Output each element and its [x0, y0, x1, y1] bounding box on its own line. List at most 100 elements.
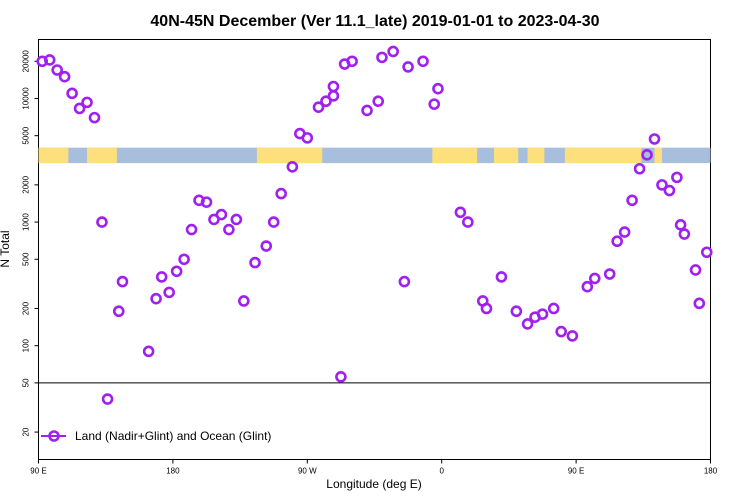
data-point	[230, 213, 243, 226]
land-segment	[654, 147, 662, 164]
land-segment	[256, 147, 323, 164]
data-point	[142, 345, 155, 358]
data-point	[674, 219, 687, 231]
data-point	[588, 272, 601, 285]
data-point	[112, 305, 125, 318]
x-axis-label: Longitude (deg E)	[326, 477, 421, 491]
x-tick-label: 90 E	[568, 467, 584, 476]
data-point	[361, 104, 373, 117]
y-tick-label: 200	[22, 301, 31, 315]
data-point	[170, 265, 183, 278]
data-point	[417, 55, 429, 68]
x-axis: 90 E 180 90 W 0 90 E 180	[30, 459, 718, 476]
data-point	[641, 149, 653, 161]
data-point	[43, 54, 56, 66]
data-point	[58, 70, 71, 83]
data-point	[663, 184, 676, 197]
land-ocean-band	[38, 147, 711, 164]
data-point	[536, 308, 549, 320]
data-point	[81, 96, 93, 109]
data-point	[260, 240, 273, 252]
y-tick-label: 50	[22, 378, 31, 387]
data-point	[88, 111, 101, 124]
data-point	[346, 55, 358, 68]
data-point	[671, 171, 683, 184]
y-tick-label: 20	[22, 427, 31, 436]
data-point	[428, 98, 441, 110]
x-tick-label: 90 W	[298, 467, 317, 476]
data-point	[618, 226, 631, 238]
data-point	[327, 80, 340, 93]
y-axis: 20 50 100 200 500 1000 2000 5000 10000 20000	[22, 50, 39, 437]
data-point	[223, 223, 235, 236]
data-point	[372, 95, 385, 108]
land-segment	[38, 147, 69, 164]
data-point	[581, 280, 594, 293]
y-axis-label: N Total	[0, 230, 12, 267]
data-point	[267, 216, 280, 228]
data-point	[689, 264, 702, 276]
x-tick-label: 180	[166, 467, 180, 476]
data-point	[376, 51, 388, 64]
data-point	[633, 162, 646, 175]
data-point	[510, 305, 523, 318]
data-point	[163, 286, 175, 299]
data-point	[700, 246, 713, 259]
data-point	[603, 268, 616, 280]
data-point	[521, 318, 534, 330]
data-point	[275, 187, 287, 200]
data-point	[320, 95, 332, 108]
data-point	[101, 393, 114, 405]
y-tick-label: 500	[22, 252, 31, 266]
data-point	[301, 132, 314, 144]
y-tick-label: 1000	[22, 213, 31, 231]
land-segment	[527, 147, 545, 164]
data-point	[387, 45, 399, 58]
data-point	[432, 82, 444, 95]
land-segment	[432, 147, 478, 164]
data-point	[547, 302, 560, 315]
y-tick-label: 2000	[22, 175, 31, 193]
legend-label: Land (Nadir+Glint) and Ocean (Glint)	[75, 429, 271, 443]
land-segment	[564, 147, 642, 164]
land-segment	[493, 147, 519, 164]
y-tick-label: 100	[22, 338, 31, 352]
data-point	[611, 235, 623, 248]
data-point	[462, 216, 474, 228]
data-point	[327, 90, 340, 102]
data-point	[495, 271, 508, 283]
data-point	[286, 161, 299, 173]
data-point	[648, 133, 661, 145]
data-point	[678, 228, 691, 240]
data-point	[178, 253, 190, 266]
data-point	[249, 256, 261, 269]
data-point	[155, 271, 168, 283]
y-tick-label: 20000	[22, 50, 31, 73]
data-points	[36, 45, 713, 405]
data-point	[626, 194, 638, 207]
data-point	[454, 206, 467, 219]
x-tick-label: 90 E	[30, 467, 46, 476]
x-tick-label: 180	[704, 467, 718, 476]
data-point	[566, 330, 579, 342]
data-point	[185, 223, 198, 236]
data-point	[555, 325, 567, 338]
data-point	[215, 208, 228, 221]
y-tick-label: 5000	[22, 126, 31, 144]
data-point	[480, 302, 493, 315]
data-point	[335, 371, 347, 383]
data-point	[51, 64, 63, 76]
data-point	[200, 196, 213, 208]
data-point	[693, 297, 706, 310]
data-point	[66, 87, 78, 100]
data-point	[96, 216, 108, 228]
chart-title: 40N-45N December (Ver 11.1_late) 2019-01…	[150, 13, 599, 30]
data-point	[116, 275, 129, 288]
data-point	[36, 55, 49, 68]
y-tick-label: 10000	[22, 87, 31, 110]
data-point	[312, 101, 325, 113]
data-point	[402, 61, 414, 73]
legend: Land (Nadir+Glint) and Ocean (Glint)	[41, 429, 271, 443]
